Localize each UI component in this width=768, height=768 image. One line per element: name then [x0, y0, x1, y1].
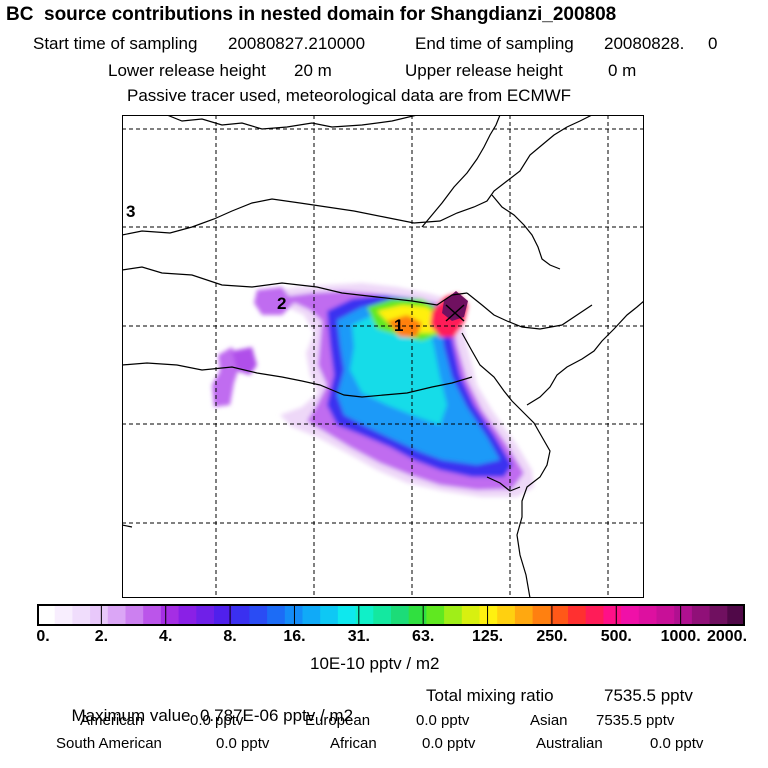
total-mixing-value: 7535.5 pptv: [604, 686, 693, 705]
region-value-australian: 0.0 pptv: [650, 735, 704, 752]
colorbar-swatch: [37, 604, 56, 626]
colorbar-swatch: [532, 604, 551, 626]
end-time-value: 20080828. 0: [604, 34, 718, 53]
region-value-american: 0.0 pptv: [190, 712, 244, 729]
colorbar-swatch: [284, 604, 303, 626]
colorbar-tick-label: 31.: [347, 628, 370, 645]
colorbar-swatch: [514, 604, 534, 626]
upper-release-label: Upper release height: [405, 61, 563, 80]
colorbar-tick-label: 4.: [159, 628, 173, 645]
map-label-3: 3: [126, 202, 135, 221]
region-value-asian: 7535.5 pptv: [596, 712, 675, 729]
colorbar-frame: [37, 604, 745, 626]
max-value-label: Maximum value: [71, 706, 191, 725]
region-value-european: 0.0 pptv: [416, 712, 470, 729]
colorbar-swatch: [196, 604, 215, 626]
coastlines: [122, 115, 644, 598]
colorbar-tick-label: 1000.: [660, 628, 701, 645]
colorbar-tick-label: 0.: [36, 628, 50, 645]
colorbar-swatch: [320, 604, 339, 626]
colorbar-swatch: [391, 604, 410, 626]
colorbar-swatch: [337, 604, 357, 626]
max-value: 0.787E-06 pptv / m2: [199, 706, 354, 725]
colorbar-swatch: [444, 604, 463, 626]
colorbar-swatch: [709, 604, 728, 626]
region-name-african: African: [330, 735, 377, 752]
colorbar-swatch: [107, 604, 126, 626]
colorbar-swatch: [550, 604, 569, 626]
model-note: Passive tracer used, meteorological data…: [127, 86, 572, 105]
region-value-south-american: 0.0 pptv: [216, 735, 270, 752]
colorbar-swatch: [568, 604, 587, 626]
colorbar-swatch: [691, 604, 711, 626]
colorbar-tick-label: 16.: [283, 628, 306, 645]
region-value-african: 0.0 pptv: [422, 735, 476, 752]
region-name-asian: Asian: [530, 712, 568, 729]
colorbar-swatch: [214, 604, 233, 626]
colorbar-swatch: [461, 604, 480, 626]
colorbar-swatch: [727, 604, 745, 626]
colorbar-swatch: [160, 604, 180, 626]
colorbar-swatch: [54, 604, 73, 626]
region-name-south-american: South American: [56, 735, 162, 752]
colorbar-tick-label: 63.: [412, 628, 435, 645]
total-mixing-label: Total mixing ratio: [426, 686, 554, 705]
colorbar-swatch: [585, 604, 604, 626]
colorbar: [37, 604, 745, 626]
colorbar-swatch: [603, 604, 622, 626]
map-label-1: 1: [394, 316, 403, 335]
colorbar-swatch: [125, 604, 144, 626]
end-time-label: End time of sampling: [415, 34, 574, 53]
colorbar-swatch: [674, 604, 693, 626]
colorbar-unit: 10E-10 pptv / m2: [310, 654, 440, 673]
start-time-value: 20080827.210000: [228, 34, 366, 53]
colorbar-swatch: [621, 604, 640, 626]
start-time-label: Start time of sampling: [33, 34, 198, 53]
region-name-australian: Australian: [536, 735, 603, 752]
colorbar-tick-label: 2000.: [706, 628, 748, 645]
lower-release-label: Lower release height: [108, 61, 266, 80]
source-hotspot: [442, 291, 468, 322]
colorbar-swatch: [426, 604, 445, 626]
colorbar-swatch: [249, 604, 268, 626]
colorbar-swatch: [231, 604, 250, 626]
colorbar-swatch: [656, 604, 675, 626]
region-name-european: European: [305, 712, 371, 729]
colorbar-swatch: [90, 604, 109, 626]
upper-release-value: 0 m: [608, 61, 637, 80]
colorbar-swatch: [497, 604, 516, 626]
colorbar-tick-label: 2.: [94, 628, 109, 645]
colorbar-swatch: [373, 604, 392, 626]
lower-release-value: 20 m: [294, 61, 332, 80]
region-name-american: American: [80, 712, 144, 729]
lat-lon-grid: [122, 115, 644, 598]
colorbar-swatch: [267, 604, 286, 626]
colorbar-tick-label: 250.: [536, 628, 568, 645]
map-panel: 1 2 3: [122, 115, 644, 598]
plot-title: BC source contributions in nested domain…: [6, 4, 617, 25]
colorbar-swatch: [638, 604, 657, 626]
colorbar-swatch: [178, 604, 197, 626]
map-label-2: 2: [277, 294, 286, 313]
colorbar-tick-label: 125.: [471, 628, 504, 645]
colorbar-tick-label: 8.: [223, 628, 237, 645]
max-value-line: Maximum value 0.787E-06 pptv / m2: [62, 686, 353, 726]
map-frame: [122, 115, 644, 598]
colorbar-swatch: [355, 604, 374, 626]
colorbar-tick-label: 500.: [600, 628, 632, 645]
colorbar-swatch: [72, 604, 91, 626]
colorbar-swatch: [302, 604, 321, 626]
colorbar-swatch: [479, 604, 498, 626]
colorbar-swatch: [143, 604, 162, 626]
colorbar-swatch: [408, 604, 427, 626]
